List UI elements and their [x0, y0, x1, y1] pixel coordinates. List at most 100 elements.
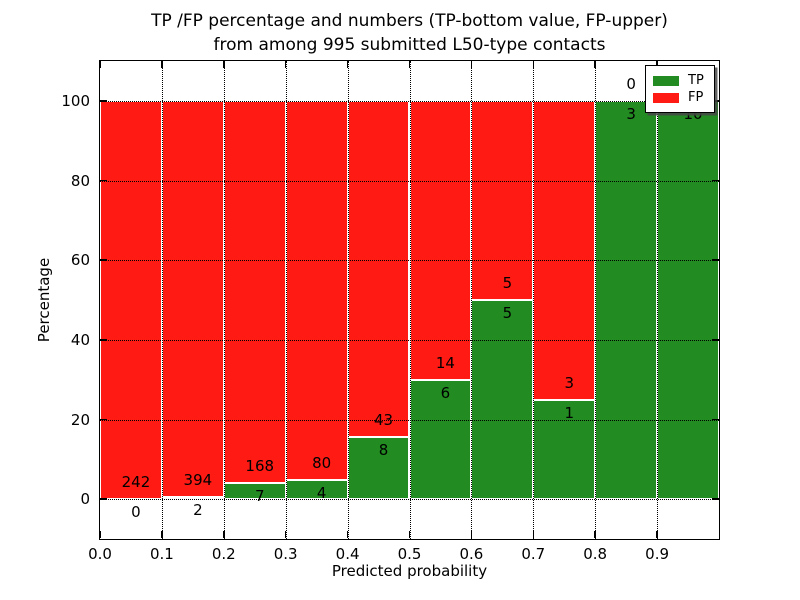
x-axis-label: Predicted probability	[331, 562, 488, 580]
tp-bar-segment	[595, 100, 658, 500]
x-tick-label: 0.1	[149, 545, 174, 563]
fp-count-label: 43	[374, 410, 394, 429]
fp-count-label: 0	[626, 74, 636, 93]
tp-bar-segment	[471, 300, 534, 500]
x-tick-label: 0.2	[211, 545, 236, 563]
y-tick-right	[712, 339, 719, 341]
v-gridline	[657, 61, 659, 539]
v-gridline	[223, 61, 225, 539]
x-tick-top	[99, 61, 101, 68]
x-tick-label: 0.6	[459, 545, 484, 563]
v-gridline	[533, 61, 535, 539]
y-tick	[100, 179, 107, 182]
v-gridline	[347, 61, 349, 539]
x-tick	[223, 531, 225, 538]
tp-count-label: 8	[378, 440, 389, 459]
y-tick-right	[712, 179, 719, 182]
fp-count-label: 242	[121, 473, 151, 492]
x-tick-top	[532, 61, 535, 68]
y-tick	[100, 339, 107, 341]
y-tick-label: 60	[70, 251, 90, 270]
y-tick-right	[712, 418, 719, 421]
x-tick-label: 0.3	[273, 545, 298, 563]
tp-bar-segment	[657, 100, 719, 500]
h-gridline	[100, 419, 719, 421]
fp-bar-segment	[471, 100, 534, 300]
x-tick-top	[223, 61, 225, 68]
x-tick-top	[594, 61, 596, 68]
v-gridline	[471, 61, 473, 539]
fp-bar-segment	[347, 100, 410, 437]
fp-bar-segment	[409, 100, 472, 380]
tp-bar-segment	[347, 436, 410, 500]
x-tick-label: 0.7	[521, 545, 546, 563]
h-gridline	[100, 260, 719, 262]
fp-count-label: 14	[435, 353, 455, 372]
fp-count-label: 80	[312, 454, 332, 473]
v-gridline	[161, 61, 163, 539]
tp-count-label: 3	[626, 104, 636, 123]
x-tick-top	[161, 61, 163, 68]
x-tick-label: 0.8	[583, 545, 608, 563]
y-tick	[100, 498, 107, 500]
y-tick-right	[712, 100, 719, 102]
y-tick-label: 0	[80, 490, 90, 509]
legend-item-label: FP	[688, 90, 704, 105]
tp-count-label: 0	[131, 503, 141, 522]
x-tick-top	[470, 61, 473, 68]
chart-title-line2: from among 995 submitted L50-type contac…	[213, 35, 606, 55]
y-tick	[100, 418, 107, 421]
x-tick	[99, 531, 101, 538]
y-tick	[100, 259, 107, 261]
tp-legend-swatch	[653, 75, 679, 86]
y-tick-label: 40	[70, 330, 90, 349]
fp-bar-segment	[223, 100, 286, 484]
fp-bar-segment	[161, 100, 224, 498]
tp-count-label: 2	[193, 501, 203, 520]
legend: TP FP	[645, 65, 715, 113]
x-tick	[470, 531, 473, 538]
x-tick-label: 0.0	[88, 545, 112, 563]
tp-bar-segment	[409, 379, 472, 500]
fp-bar-segment	[100, 100, 162, 500]
x-tick-top	[284, 61, 287, 68]
x-tick-label: 0.5	[397, 545, 422, 563]
fp-count-label: 168	[245, 457, 275, 476]
v-gridline	[595, 61, 597, 539]
plot-area: 242039421687804438146553103010	[100, 61, 719, 539]
y-tick-label: 80	[70, 171, 90, 190]
y-tick-label: 100	[61, 91, 90, 110]
h-gridline	[100, 499, 719, 501]
h-gridline	[100, 180, 719, 182]
y-tick-label: 20	[70, 410, 90, 429]
fp-bar-segment	[533, 100, 596, 400]
legend-item: FP	[646, 89, 714, 106]
x-tick	[346, 531, 349, 538]
fp-count-label: 3	[564, 373, 575, 392]
x-tick	[594, 531, 596, 538]
x-tick-top	[346, 61, 349, 68]
v-gridline	[285, 61, 287, 539]
v-gridline	[409, 61, 411, 539]
x-tick	[284, 531, 287, 538]
y-axis-label: Percentage	[35, 257, 53, 343]
x-tick-label: 0.9	[645, 545, 670, 563]
fp-legend-swatch	[653, 92, 679, 103]
legend-item: TP	[646, 72, 714, 89]
fp-count-label: 5	[502, 274, 513, 292]
fp-count-label: 394	[183, 471, 213, 490]
legend-item-label: TP	[688, 73, 704, 88]
y-tick-right	[712, 259, 719, 261]
tp-count-label: 1	[564, 403, 575, 422]
x-tick-top	[656, 61, 658, 68]
chart-title-line1: TP /FP percentage and numbers (TP-bottom…	[151, 11, 668, 31]
y-tick	[100, 100, 107, 102]
y-tick-right	[712, 498, 719, 500]
tp-count-label: 6	[440, 383, 451, 402]
x-tick	[161, 531, 163, 538]
x-tick	[656, 531, 658, 538]
x-tick	[532, 531, 535, 538]
h-gridline	[100, 100, 719, 102]
x-tick	[408, 531, 411, 538]
h-gridline	[100, 339, 719, 341]
